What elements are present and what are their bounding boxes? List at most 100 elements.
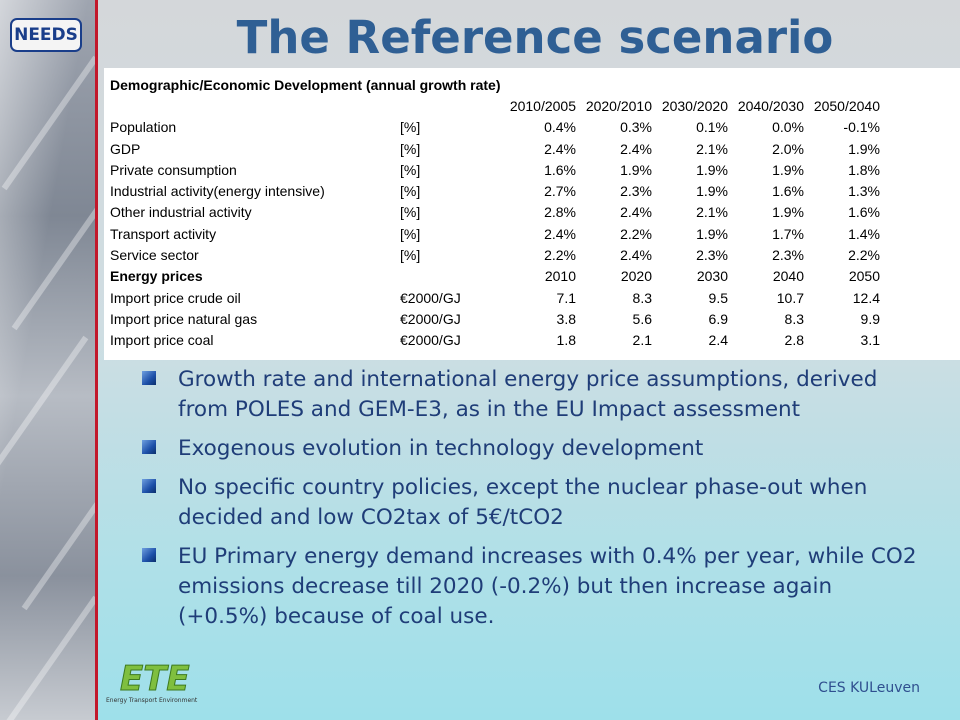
table-cell: 12.4 xyxy=(852,289,880,306)
table-cell: 2.2% xyxy=(848,247,880,264)
row-unit: €2000/GJ xyxy=(400,332,461,349)
list-item: Growth rate and international energy pri… xyxy=(140,365,920,425)
table-cell: 6.9 xyxy=(708,310,728,327)
row-unit: [%] xyxy=(400,161,421,178)
bullet-square-icon xyxy=(142,548,156,562)
row-unit: €2000/GJ xyxy=(400,289,461,306)
year-header: 2030 xyxy=(696,268,728,285)
table-cell: 2.1% xyxy=(696,204,728,221)
table-cell: 2.8 xyxy=(784,332,804,349)
bullet-square-icon xyxy=(142,440,156,454)
table-cell: 2.8% xyxy=(544,204,576,221)
table-cell: 1.6% xyxy=(544,161,576,178)
table-cell: 1.8% xyxy=(848,161,880,178)
table-cell: 1.9% xyxy=(772,204,804,221)
table-cell: 8.3 xyxy=(632,289,652,306)
year-header: 2040 xyxy=(772,268,804,285)
table-cell: 0.0% xyxy=(772,119,804,136)
table-cell: 2.4% xyxy=(620,204,652,221)
accent-divider xyxy=(95,0,98,720)
row-unit: [%] xyxy=(400,247,421,264)
table-cell: 2.1% xyxy=(696,140,728,157)
table-row: GDP [%] 2.4% 2.4% 2.1% 2.0% 1.9% xyxy=(110,138,880,159)
row-unit: [%] xyxy=(400,183,421,200)
table-row: Service sector [%] 2.2% 2.4% 2.3% 2.3% 2… xyxy=(110,244,880,265)
table-cell: 1.9% xyxy=(848,140,880,157)
table-cell: 7.1 xyxy=(556,289,576,306)
period-header: 2030/2020 xyxy=(661,97,728,114)
list-item: Exogenous evolution in technology develo… xyxy=(140,434,920,464)
bullet-text: EU Primary energy demand increases with … xyxy=(178,544,917,629)
table-row: Private consumption [%] 1.6% 1.9% 1.9% 1… xyxy=(110,159,880,180)
period-header: 2050/2040 xyxy=(813,97,880,114)
bullet-text: Growth rate and international energy pri… xyxy=(178,367,878,422)
table-row: Transport activity [%] 2.4% 2.2% 1.9% 1.… xyxy=(110,223,880,244)
etf-logo: ETE Energy Transport Environment xyxy=(106,659,198,705)
table-cell: 1.9% xyxy=(696,161,728,178)
table-cell: 2.4% xyxy=(620,140,652,157)
table-cell: 2.4% xyxy=(620,247,652,264)
row-label: GDP xyxy=(110,140,141,157)
list-item: EU Primary energy demand increases with … xyxy=(140,542,920,632)
row-unit: [%] xyxy=(400,204,421,221)
table-cell: 0.4% xyxy=(544,119,576,136)
table-cell: 1.4% xyxy=(848,225,880,242)
etf-logo-subtext: Energy Transport Environment xyxy=(106,697,198,704)
needs-logo-text: NEEDS xyxy=(14,25,78,45)
table-row: Import price natural gas €2000/GJ 3.8 5.… xyxy=(110,308,880,329)
decorative-side-panel xyxy=(0,0,95,720)
table-cell: 10.7 xyxy=(776,289,804,306)
bullet-list: Growth rate and international energy pri… xyxy=(140,365,920,641)
table-cell: 5.6 xyxy=(632,310,652,327)
year-header: 2010 xyxy=(544,268,576,285)
page-title: The Reference scenario xyxy=(236,11,834,64)
row-unit: [%] xyxy=(400,140,421,157)
table-cell: 0.3% xyxy=(620,119,652,136)
row-unit: [%] xyxy=(400,225,421,242)
etf-logo-text: ETE xyxy=(120,659,190,699)
table-cell: 2.3% xyxy=(772,247,804,264)
table-cell: 2.7% xyxy=(544,183,576,200)
section-title-demographic: Demographic/Economic Development (annual… xyxy=(110,76,501,93)
table-cell: 1.9% xyxy=(696,225,728,242)
period-header: 2040/2030 xyxy=(737,97,804,114)
table-cell: -0.1% xyxy=(843,119,880,136)
scenario-table: Demographic/Economic Development (annual… xyxy=(110,74,880,351)
row-unit: [%] xyxy=(400,119,421,136)
table-cell: 3.1 xyxy=(860,332,880,349)
bullet-square-icon xyxy=(142,371,156,385)
row-unit: €2000/GJ xyxy=(400,310,461,327)
table-cell: 1.8 xyxy=(556,332,576,349)
table-cell: 1.9% xyxy=(620,161,652,178)
section-title-energy-prices: Energy prices xyxy=(110,268,203,285)
table-cell: 2.2% xyxy=(620,225,652,242)
table-cell: 1.9% xyxy=(772,161,804,178)
list-item: No specific country policies, except the… xyxy=(140,473,920,533)
bullet-square-icon xyxy=(142,479,156,493)
table-cell: 9.9 xyxy=(860,310,880,327)
year-header: 2050 xyxy=(848,268,880,285)
row-label: Population xyxy=(110,119,177,136)
row-label: Service sector xyxy=(110,247,199,264)
table-cell: 1.3% xyxy=(848,183,880,200)
row-label: Industrial activity(energy intensive) xyxy=(110,183,325,200)
table-cell: 0.1% xyxy=(696,119,728,136)
table-cell: 1.7% xyxy=(772,225,804,242)
table-cell: 1.6% xyxy=(772,183,804,200)
table-row: Other industrial activity [%] 2.8% 2.4% … xyxy=(110,202,880,223)
bullet-text: No specific country policies, except the… xyxy=(178,475,868,530)
table-cell: 2.3% xyxy=(696,247,728,264)
table-cell: 8.3 xyxy=(784,310,804,327)
table-row: Import price coal €2000/GJ 1.8 2.1 2.4 2… xyxy=(110,330,880,351)
needs-logo: NEEDS xyxy=(10,18,82,52)
row-label: Private consumption xyxy=(110,161,237,178)
row-label: Import price natural gas xyxy=(110,310,258,327)
row-label: Import price coal xyxy=(110,332,214,349)
table-cell: 2.2% xyxy=(544,247,576,264)
period-header: 2010/2005 xyxy=(509,97,576,114)
table-cell: 2.4 xyxy=(708,332,728,349)
table-cell: 2.0% xyxy=(772,140,804,157)
table-cell: 1.9% xyxy=(696,183,728,200)
year-header: 2020 xyxy=(620,268,652,285)
table-cell: 2.4% xyxy=(544,225,576,242)
